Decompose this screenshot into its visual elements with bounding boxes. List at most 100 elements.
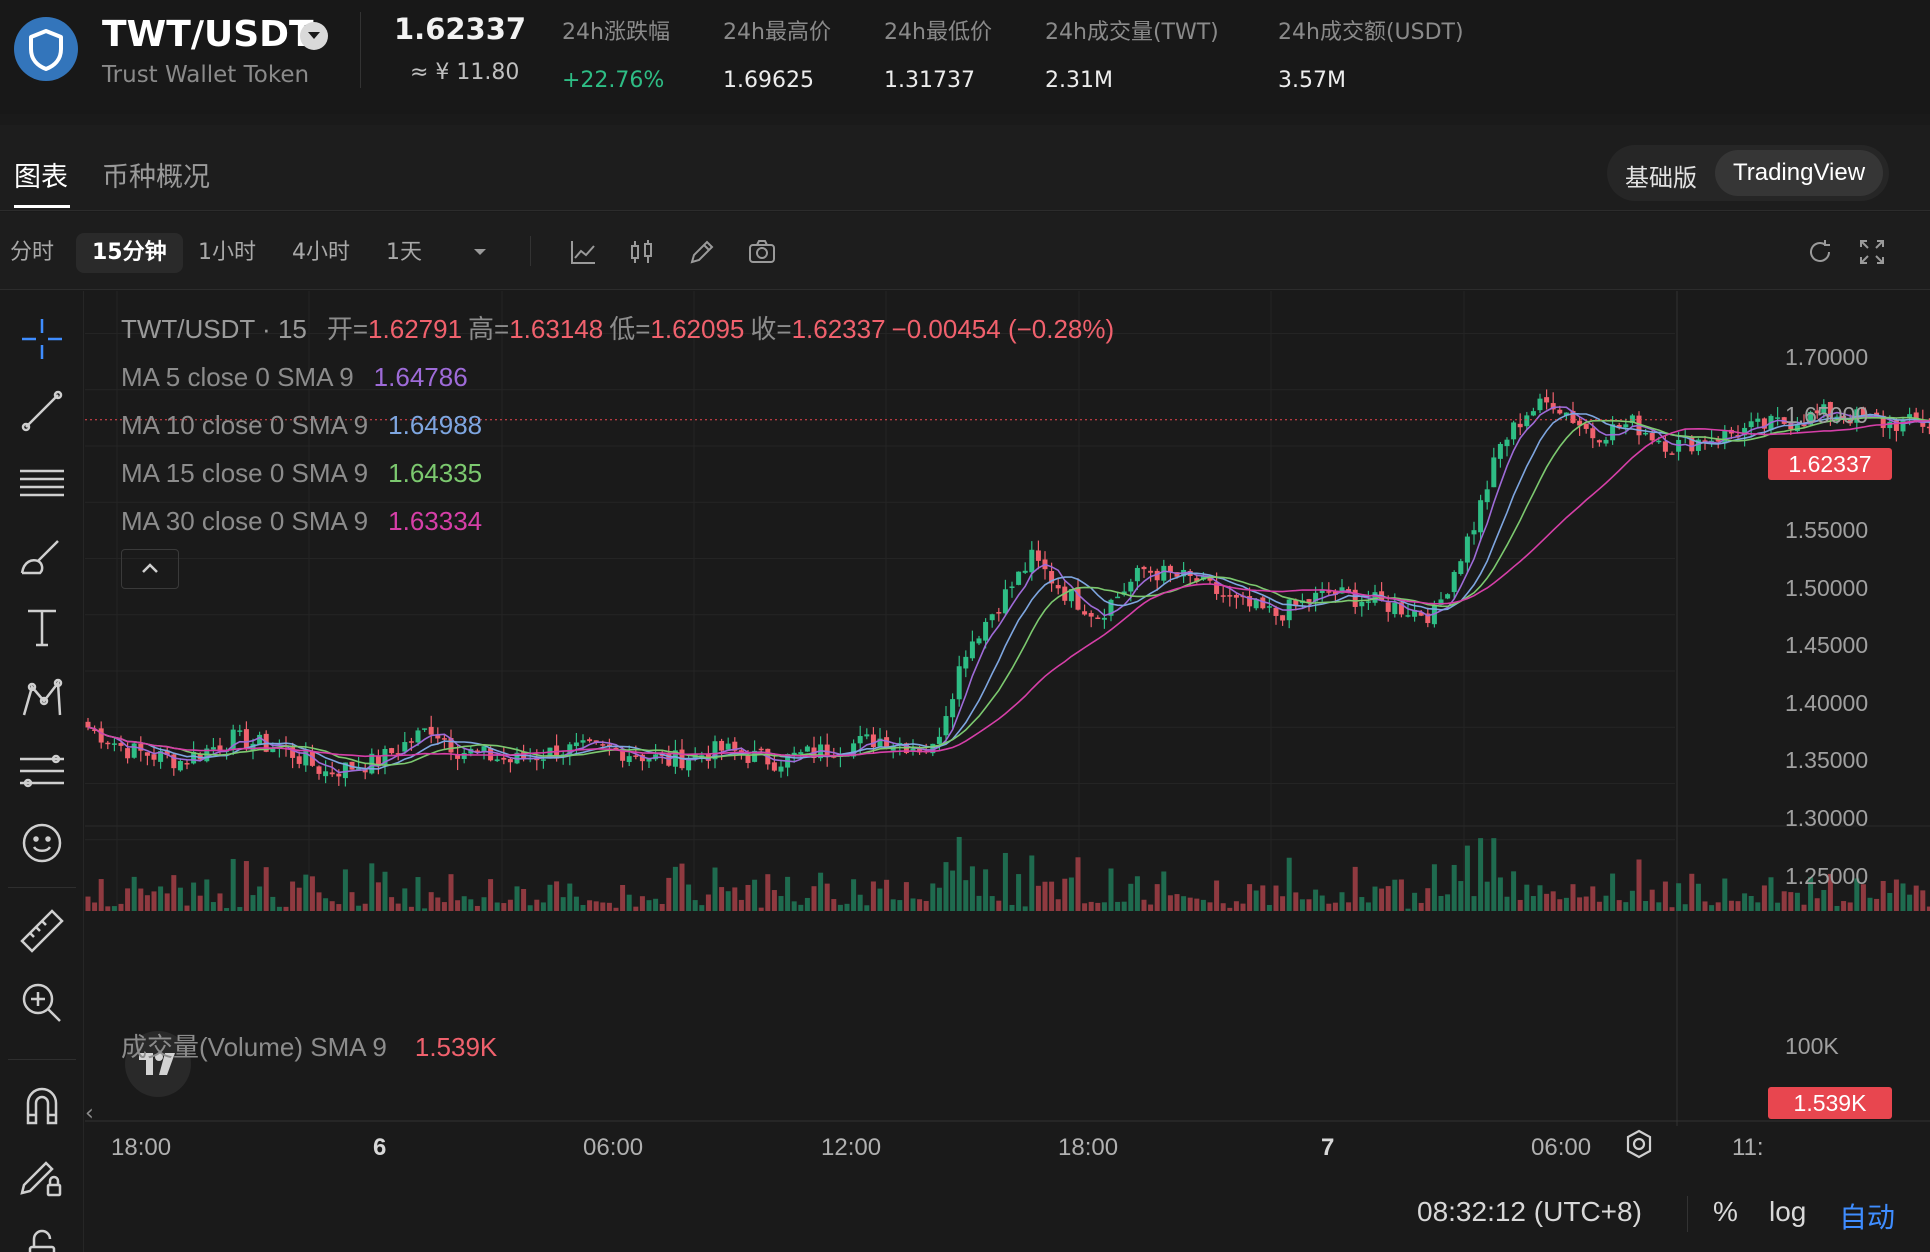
axis-settings-icon[interactable] xyxy=(1621,1127,1657,1163)
volume-value: 1.539K xyxy=(414,1032,498,1062)
volume-bar xyxy=(804,897,810,911)
camera-icon[interactable] xyxy=(747,237,777,267)
volume-bar xyxy=(1392,879,1398,911)
log-scale-button[interactable]: log xyxy=(1769,1196,1807,1227)
pair-title[interactable]: TWT/USDT xyxy=(102,14,314,55)
price-chart[interactable] xyxy=(85,291,1930,1252)
percent-scale-button[interactable]: % xyxy=(1713,1196,1738,1227)
volume-bar xyxy=(771,890,777,911)
candle-body xyxy=(1273,607,1279,616)
volume-bar xyxy=(1563,897,1569,911)
candle-body xyxy=(1570,410,1576,423)
pencil-icon[interactable] xyxy=(687,237,717,267)
ma10-legend[interactable]: MA 10 close 0 SMA 9 1.64988 xyxy=(121,401,1120,449)
tab-coin-overview[interactable]: 币种概况 xyxy=(102,162,210,193)
candle-body xyxy=(1544,397,1550,403)
stat-change: 24h涨跌幅 +22.76% xyxy=(562,14,670,93)
volume-bar xyxy=(534,899,540,911)
volume-bar xyxy=(1596,901,1602,911)
volume-bar xyxy=(1603,895,1609,911)
text-icon[interactable] xyxy=(18,603,66,651)
tab-chart[interactable]: 图表 xyxy=(14,162,68,193)
volume-bar xyxy=(1035,885,1041,911)
prediction-icon[interactable] xyxy=(18,747,66,795)
interval-1h[interactable]: 1小时 xyxy=(198,240,256,265)
volume-bar xyxy=(1616,900,1622,911)
volume-bar xyxy=(243,861,249,911)
emoji-icon[interactable] xyxy=(18,819,66,867)
volume-bar xyxy=(1497,877,1503,911)
volume-bar xyxy=(1385,886,1391,911)
volume-bar xyxy=(639,896,645,911)
zoom-in-icon[interactable] xyxy=(18,979,66,1027)
volume-bar xyxy=(672,866,678,911)
candle-body xyxy=(1590,428,1596,439)
interval-1d[interactable]: 1天 xyxy=(386,240,422,265)
refresh-icon[interactable] xyxy=(1805,237,1835,267)
volume-bar xyxy=(613,907,619,911)
lock-pencil-icon[interactable] xyxy=(18,1153,66,1201)
volume-bar xyxy=(752,879,758,911)
volume-bar xyxy=(1326,903,1332,911)
tradingview-logo-icon[interactable] xyxy=(125,1031,191,1097)
volume-bar xyxy=(1055,899,1061,911)
candle-body xyxy=(1656,440,1662,443)
view-basic-button[interactable]: 基础版 xyxy=(1625,164,1697,192)
auto-scale-button[interactable]: 自动 xyxy=(1839,1202,1896,1233)
candle-body xyxy=(950,699,956,718)
volume-bar xyxy=(910,898,916,911)
volume-bar xyxy=(1880,880,1886,911)
volume-legend[interactable]: 成交量(Volume) SMA 9 1.539K xyxy=(121,1027,497,1064)
volume-bar xyxy=(1808,877,1814,911)
view-tradingview-button[interactable]: TradingView xyxy=(1715,150,1883,196)
volume-bar xyxy=(778,896,784,911)
volume-bar xyxy=(1286,857,1292,911)
volume-bar xyxy=(1636,859,1642,911)
fullscreen-icon[interactable] xyxy=(1857,237,1887,267)
symbol-label[interactable]: TWT/USDT · 15 xyxy=(121,314,307,344)
candle-body xyxy=(1484,489,1490,503)
interval-15m[interactable]: 15分钟 xyxy=(76,233,183,273)
collapse-legend-button[interactable] xyxy=(121,549,179,589)
volume-bar xyxy=(917,899,923,911)
crosshair-icon[interactable] xyxy=(18,315,66,363)
candle-body xyxy=(138,743,144,751)
volume-bar xyxy=(606,902,612,911)
candle-body xyxy=(976,638,982,644)
lock-icon[interactable] xyxy=(18,1225,66,1252)
clock[interactable]: 08:32:12 (UTC+8) xyxy=(1417,1196,1642,1227)
ruler-icon[interactable] xyxy=(18,907,66,955)
horizontal-lines-icon[interactable] xyxy=(18,459,66,507)
interval-timeline[interactable]: 分时 xyxy=(10,240,55,265)
chart-area[interactable]: TWT/USDT · 15 开=1.62791 高=1.63148 低=1.62095… xyxy=(85,291,1930,1252)
candle-body xyxy=(989,614,995,621)
candle-body xyxy=(1537,398,1543,411)
trend-line-icon[interactable] xyxy=(18,387,66,435)
interval-4h[interactable]: 4小时 xyxy=(292,240,350,265)
candlestick-icon[interactable] xyxy=(627,237,657,267)
volume-bar xyxy=(1913,885,1919,911)
candle-body xyxy=(1557,409,1563,414)
chevron-down-icon[interactable] xyxy=(465,237,495,267)
candle-body xyxy=(1511,422,1517,440)
chevron-left-icon[interactable]: ‹ xyxy=(85,1101,94,1126)
chevron-down-icon[interactable] xyxy=(300,22,328,50)
ma30-legend[interactable]: MA 30 close 0 SMA 9 1.63334 xyxy=(121,497,1120,545)
pattern-icon[interactable] xyxy=(18,675,66,723)
volume-bar xyxy=(1200,899,1206,911)
candle-body xyxy=(1801,424,1807,427)
volume-bar xyxy=(1557,899,1563,911)
candle-body xyxy=(1841,416,1847,419)
candle-body xyxy=(507,759,513,763)
volume-bar xyxy=(1240,903,1246,911)
volume-bar xyxy=(1128,883,1134,911)
candle-body xyxy=(1398,602,1404,615)
volume-bar xyxy=(1854,878,1860,911)
magnet-icon[interactable] xyxy=(18,1081,66,1129)
volume-bar xyxy=(1656,902,1662,911)
brush-icon[interactable] xyxy=(18,531,66,579)
ma5-legend[interactable]: MA 5 close 0 SMA 9 1.64786 xyxy=(121,353,1120,401)
ma15-legend[interactable]: MA 15 close 0 SMA 9 1.64335 xyxy=(121,449,1120,497)
line-chart-icon[interactable] xyxy=(568,237,598,267)
ohlc-legend: TWT/USDT · 15 开=1.62791 高=1.63148 低=1.62095… xyxy=(121,305,1120,353)
